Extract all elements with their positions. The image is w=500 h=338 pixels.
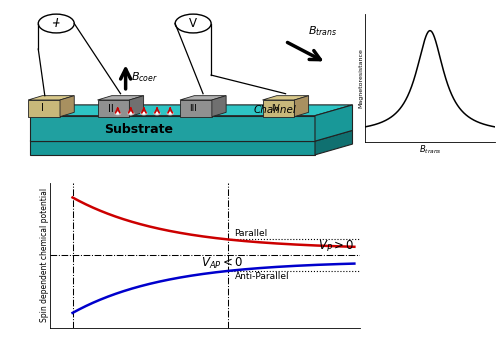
Text: $B_{trans}$: $B_{trans}$: [308, 24, 337, 38]
Circle shape: [140, 112, 147, 115]
Text: $V_{AP} < 0$: $V_{AP} < 0$: [201, 256, 243, 271]
Polygon shape: [294, 96, 308, 117]
Polygon shape: [28, 96, 74, 100]
Polygon shape: [30, 116, 315, 141]
Circle shape: [154, 112, 160, 115]
Text: III: III: [190, 104, 198, 113]
Polygon shape: [30, 141, 315, 155]
Polygon shape: [60, 96, 74, 117]
Polygon shape: [262, 100, 294, 117]
Circle shape: [128, 112, 134, 115]
Text: II: II: [108, 104, 114, 114]
Text: I: I: [41, 103, 44, 113]
Polygon shape: [30, 105, 352, 116]
Text: $V_P > 0$: $V_P > 0$: [318, 239, 354, 254]
Polygon shape: [98, 100, 130, 117]
Text: $I$: $I$: [54, 17, 59, 30]
X-axis label: $B_{trans}$: $B_{trans}$: [418, 143, 442, 156]
Text: Anti-Parallel: Anti-Parallel: [234, 272, 289, 282]
Text: IV: IV: [272, 104, 280, 113]
Circle shape: [114, 112, 121, 115]
Circle shape: [167, 112, 173, 115]
Polygon shape: [30, 130, 352, 141]
Polygon shape: [130, 96, 143, 117]
Y-axis label: Spin dependent chemical potential: Spin dependent chemical potential: [40, 188, 48, 322]
Text: Channel: Channel: [254, 105, 296, 115]
Polygon shape: [315, 130, 352, 155]
Polygon shape: [28, 100, 60, 117]
Polygon shape: [180, 96, 226, 100]
Text: V: V: [189, 17, 197, 30]
Polygon shape: [180, 100, 212, 117]
Y-axis label: Magnetoresistance: Magnetoresistance: [358, 48, 364, 108]
Text: $B_{coer}$: $B_{coer}$: [131, 70, 158, 84]
Polygon shape: [98, 96, 144, 100]
Polygon shape: [262, 96, 308, 100]
Text: Parallel: Parallel: [234, 229, 268, 238]
Polygon shape: [212, 96, 226, 117]
Text: Substrate: Substrate: [104, 123, 173, 136]
Polygon shape: [315, 105, 352, 141]
